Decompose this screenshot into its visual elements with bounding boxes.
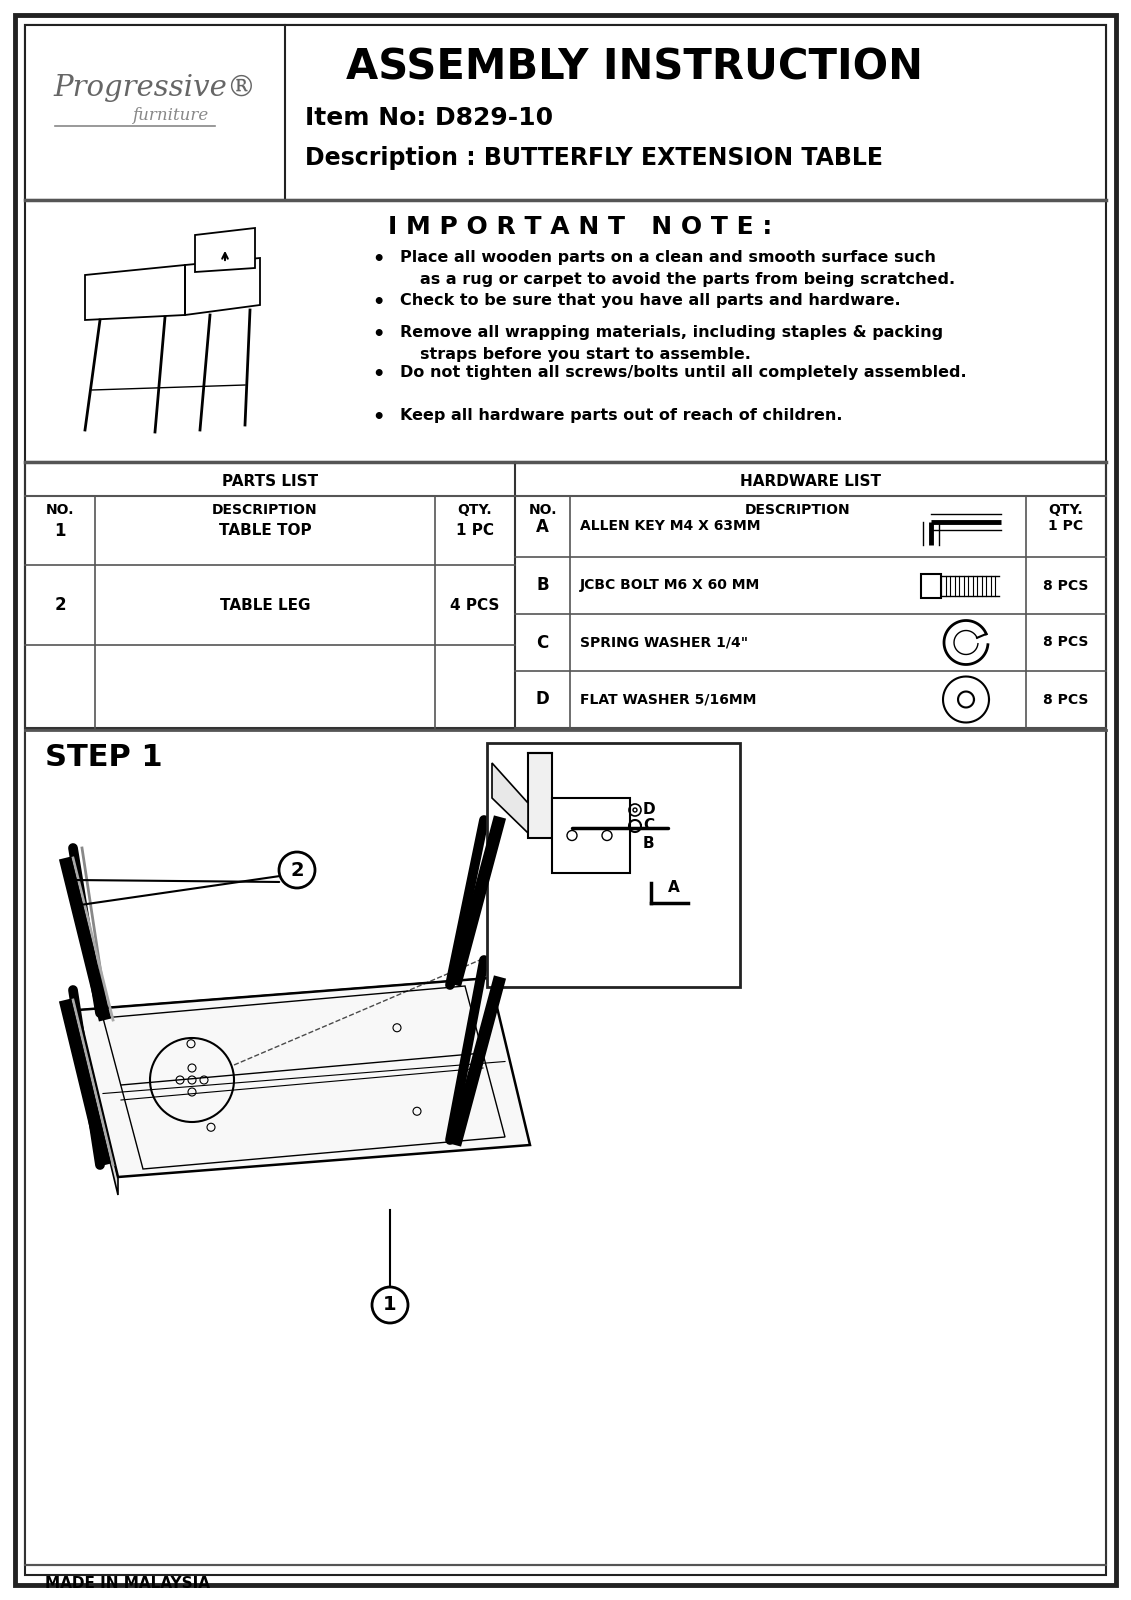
Text: •: • (372, 408, 385, 427)
Text: HARDWARE LIST: HARDWARE LIST (740, 475, 881, 490)
Polygon shape (78, 978, 490, 1029)
Polygon shape (78, 978, 530, 1178)
Text: STEP 1: STEP 1 (45, 742, 163, 771)
Text: Check to be sure that you have all parts and hardware.: Check to be sure that you have all parts… (400, 293, 900, 307)
Bar (487, 742, 740, 987)
Bar (25, 26, 1106, 200)
Text: Do not tighten all screws/bolts until all completely assembled.: Do not tighten all screws/bolts until al… (400, 365, 967, 379)
Bar (921, 573, 941, 597)
Text: I M P O R T A N T   N O T E :: I M P O R T A N T N O T E : (388, 214, 772, 238)
Text: B: B (644, 837, 655, 851)
Text: Remove all wrapping materials, including staples & packing: Remove all wrapping materials, including… (400, 325, 943, 341)
Text: Progressive®: Progressive® (53, 74, 257, 102)
Text: 1 PC: 1 PC (456, 523, 494, 538)
Text: Keep all hardware parts out of reach of children.: Keep all hardware parts out of reach of … (400, 408, 843, 422)
Text: ALLEN KEY M4 X 63MM: ALLEN KEY M4 X 63MM (580, 520, 760, 533)
Text: DESCRIPTION: DESCRIPTION (745, 502, 851, 517)
Text: MADE IN MALAYSIA: MADE IN MALAYSIA (45, 1576, 210, 1590)
Text: C: C (644, 819, 654, 834)
Text: TABLE TOP: TABLE TOP (218, 523, 311, 538)
Polygon shape (195, 227, 254, 272)
Text: 8 PCS: 8 PCS (1043, 693, 1089, 707)
Text: Place all wooden parts on a clean and smooth surface such: Place all wooden parts on a clean and sm… (400, 250, 935, 266)
Text: 8 PCS: 8 PCS (1043, 579, 1089, 592)
Text: D: D (644, 803, 656, 818)
Text: NO.: NO. (528, 502, 556, 517)
Polygon shape (492, 763, 528, 834)
Text: •: • (372, 250, 385, 269)
Text: •: • (372, 293, 385, 312)
Text: furniture: furniture (132, 107, 208, 123)
Text: 1: 1 (383, 1296, 397, 1315)
Text: 2: 2 (291, 861, 304, 880)
Text: JCBC BOLT M6 X 60 MM: JCBC BOLT M6 X 60 MM (580, 579, 760, 592)
Text: SPRING WASHER 1/4": SPRING WASHER 1/4" (580, 635, 748, 650)
Text: A: A (536, 517, 549, 536)
Text: as a rug or carpet to avoid the parts from being scratched.: as a rug or carpet to avoid the parts fr… (420, 272, 955, 286)
Text: Description : BUTTERFLY EXTENSION TABLE: Description : BUTTERFLY EXTENSION TABLE (305, 146, 883, 170)
Text: QTY.: QTY. (1048, 502, 1083, 517)
Text: NO.: NO. (45, 502, 75, 517)
Text: 1: 1 (54, 522, 66, 539)
Circle shape (372, 1286, 408, 1323)
Text: B: B (536, 576, 549, 595)
Circle shape (279, 851, 316, 888)
Bar (528, 754, 552, 838)
Text: C: C (536, 634, 549, 651)
Text: PARTS LIST: PARTS LIST (222, 475, 318, 490)
Text: DESCRIPTION: DESCRIPTION (213, 502, 318, 517)
Text: straps before you start to assemble.: straps before you start to assemble. (420, 347, 751, 362)
Text: •: • (372, 365, 385, 384)
Polygon shape (78, 1010, 118, 1195)
Text: Item No: D829-10: Item No: D829-10 (305, 106, 553, 130)
Text: •: • (372, 325, 385, 344)
Text: 2: 2 (54, 595, 66, 614)
Text: QTY.: QTY. (458, 502, 492, 517)
Text: D: D (536, 691, 550, 709)
Text: ASSEMBLY INSTRUCTION: ASSEMBLY INSTRUCTION (346, 46, 924, 90)
Text: 8 PCS: 8 PCS (1043, 635, 1089, 650)
Bar (25, 462, 1106, 728)
Bar (552, 798, 630, 874)
Text: A: A (668, 880, 680, 896)
Bar (25, 730, 1106, 1565)
Text: TABLE LEG: TABLE LEG (219, 597, 310, 613)
Text: 4 PCS: 4 PCS (450, 597, 500, 613)
Text: 1 PC: 1 PC (1048, 520, 1083, 533)
Text: FLAT WASHER 5/16MM: FLAT WASHER 5/16MM (580, 693, 757, 707)
